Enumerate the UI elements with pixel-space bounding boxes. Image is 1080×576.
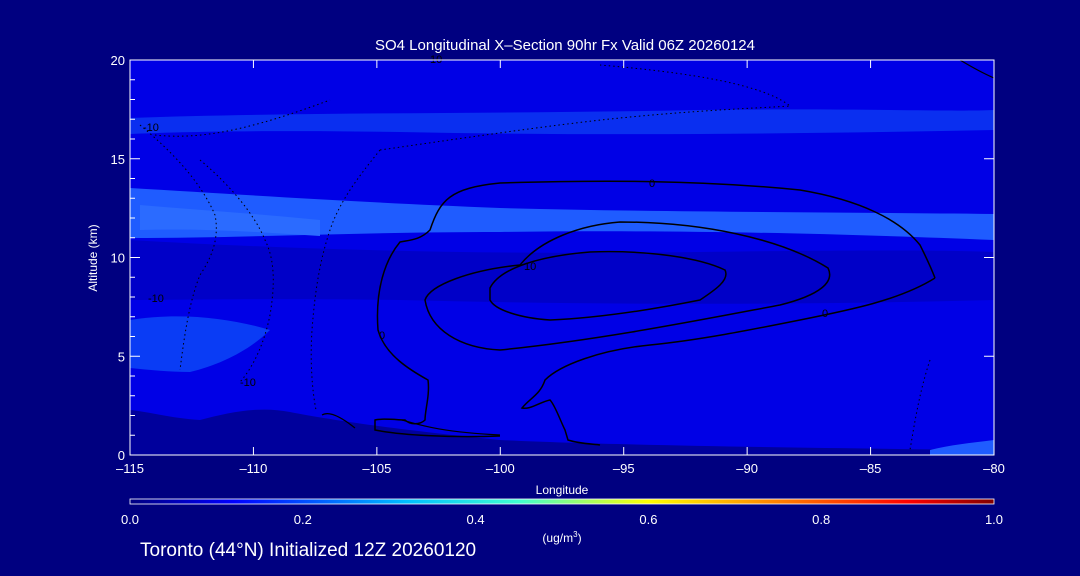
contour-dotted-right <box>909 359 931 451</box>
colorbar-tick-label: 1.0 <box>985 512 1003 527</box>
colorbar-ticks: 0.0 0.2 0.4 0.6 0.8 1.0 <box>121 512 1003 527</box>
contour-label-group: 0 10 10 0 0 -10 -10 -10 <box>143 54 828 389</box>
contour-label: -10 <box>148 293 164 305</box>
x-tick-label: –115 <box>116 461 144 476</box>
x-tick-label: –80 <box>983 461 1005 476</box>
colorbar <box>129 498 995 505</box>
contour-dotted-left-1 <box>139 124 217 371</box>
field-band-upper <box>130 109 994 135</box>
field-surface-right <box>930 440 994 455</box>
colorbar-tick-label: 0.2 <box>294 512 312 527</box>
footer-caption: Toronto (44°N) Initialized 12Z 20260120 <box>140 540 477 561</box>
x-tick-label: –105 <box>362 461 391 476</box>
contour-zero-outer <box>374 180 936 438</box>
contour-small-left <box>321 413 356 429</box>
colorbar-unit-label: (ug/m3) <box>542 530 581 545</box>
colorbar-tick-label: 0.8 <box>812 512 830 527</box>
x-tick-label: –100 <box>486 461 515 476</box>
field-surface <box>130 409 994 455</box>
contour-top-right <box>959 60 994 79</box>
x-tick-label: –85 <box>860 461 882 476</box>
contour-label: 0 <box>822 308 828 320</box>
contour-inner <box>489 250 727 321</box>
colorbar-tick-label: 0.6 <box>639 512 657 527</box>
y-tick-label: 20 <box>111 53 125 68</box>
y-tick-label: 15 <box>111 152 125 167</box>
field-band-light <box>140 205 320 236</box>
x-axis-label: Longitude <box>536 483 589 497</box>
chart-title: SO4 Longitudinal X–Section 90hr Fx Valid… <box>375 37 755 54</box>
y-tick-label: 5 <box>118 349 125 364</box>
field-band-dark <box>130 240 994 304</box>
field-band-mid <box>130 188 994 240</box>
contour-label: 0 <box>649 178 655 190</box>
contour-ten-outer <box>424 221 831 351</box>
contour-lines <box>139 60 994 451</box>
contour-label: -10 <box>143 122 159 134</box>
x-tick-label: –90 <box>736 461 758 476</box>
colorbar-tick-label: 0.0 <box>121 512 139 527</box>
y-axis: 0 5 10 15 20 <box>111 53 994 463</box>
contour-label: -10 <box>240 377 256 389</box>
contour-small-mid <box>401 419 501 436</box>
y-axis-label: Altitude (km) <box>86 224 100 291</box>
y-tick-label: 0 <box>118 448 125 463</box>
field-band-lower <box>130 316 270 372</box>
plot-area <box>130 60 994 455</box>
colorbar-tick-label: 0.4 <box>467 512 485 527</box>
contour-dotted-top <box>379 64 792 151</box>
y-tick-label: 10 <box>111 251 125 266</box>
contour-dotted-left-2 <box>199 159 274 383</box>
contour-label: 0 <box>379 330 385 342</box>
x-tick-label: –95 <box>613 461 635 476</box>
x-tick-label: –110 <box>239 461 267 476</box>
x-axis: –115 –110 –105 –100 –95 –90 –85 –80 <box>116 60 1005 476</box>
contour-label: 10 <box>524 261 536 273</box>
contour-zero-lower <box>520 277 936 446</box>
